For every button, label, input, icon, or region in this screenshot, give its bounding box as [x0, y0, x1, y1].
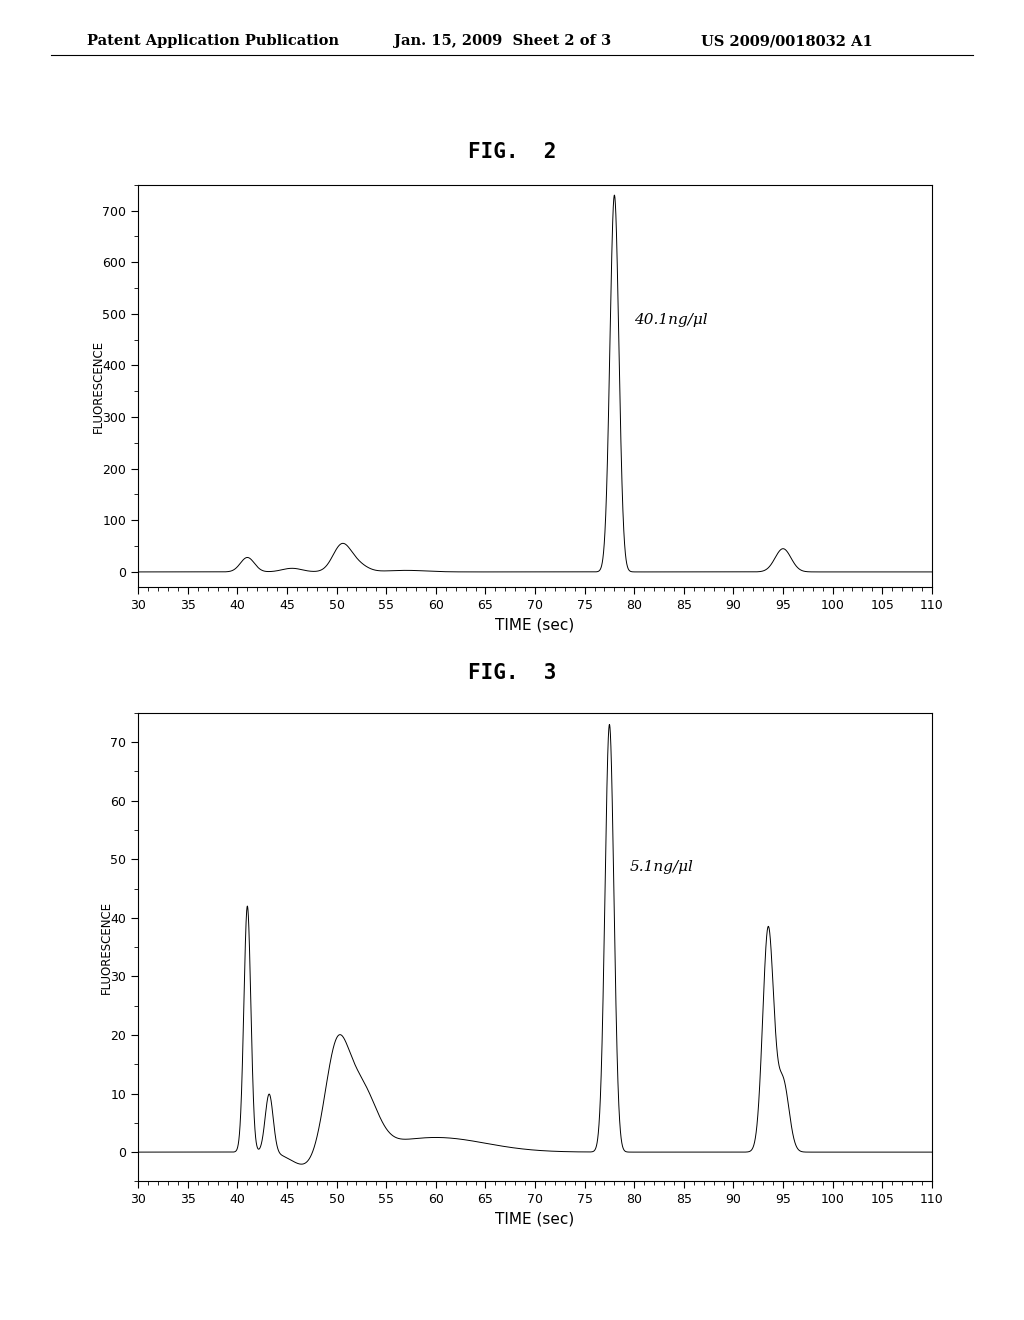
X-axis label: TIME (sec): TIME (sec)	[496, 1212, 574, 1226]
Text: 40.1ng/μl: 40.1ng/μl	[634, 313, 708, 327]
Text: Patent Application Publication: Patent Application Publication	[87, 34, 339, 49]
Y-axis label: FLUORESCENCE: FLUORESCENCE	[92, 339, 104, 433]
X-axis label: TIME (sec): TIME (sec)	[496, 618, 574, 632]
Text: 5.1ng/μl: 5.1ng/μl	[630, 859, 693, 874]
Text: US 2009/0018032 A1: US 2009/0018032 A1	[701, 34, 873, 49]
Text: FIG.  3: FIG. 3	[468, 663, 556, 684]
Text: Jan. 15, 2009  Sheet 2 of 3: Jan. 15, 2009 Sheet 2 of 3	[394, 34, 611, 49]
Text: FIG.  2: FIG. 2	[468, 141, 556, 162]
Y-axis label: FLUORESCENCE: FLUORESCENCE	[99, 900, 113, 994]
